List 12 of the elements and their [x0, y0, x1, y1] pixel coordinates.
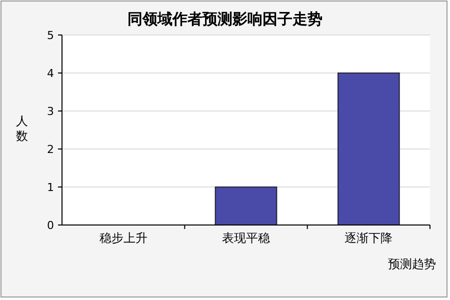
x-tick-label: 逐渐下降	[344, 231, 393, 245]
x-axis-title: 预测趋势	[388, 257, 436, 271]
y-axis-title: 人数	[16, 114, 28, 143]
y-tick-label: 5	[47, 29, 54, 42]
y-tick-label: 4	[47, 67, 54, 80]
y-tick-label: 3	[47, 105, 54, 118]
chart-title: 同领域作者预测影响因子走势	[128, 10, 322, 28]
x-tick-label: 稳步上升	[99, 231, 148, 245]
x-tick-label: 表现平稳	[222, 231, 270, 245]
y-tick-label: 1	[47, 181, 54, 194]
y-tick-label: 2	[47, 143, 54, 156]
y-tick-label: 0	[47, 219, 54, 232]
